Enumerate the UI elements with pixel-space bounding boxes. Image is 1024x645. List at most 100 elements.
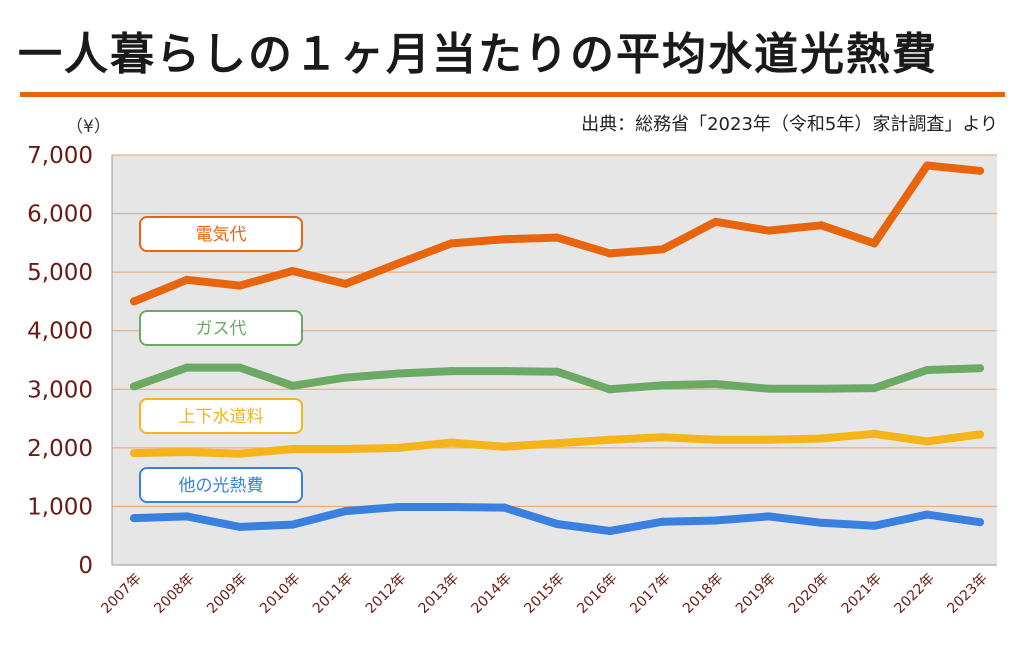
x-tick-label: 2011年 [310, 571, 356, 617]
x-tick-label: 2016年 [574, 571, 620, 617]
data-point [764, 384, 773, 393]
data-point [447, 438, 456, 447]
data-point [394, 259, 403, 268]
y-tick-label: 3,000 [27, 377, 93, 403]
data-point [235, 281, 244, 290]
data-point [447, 367, 456, 376]
data-point [130, 297, 138, 306]
x-tick-label: 2012年 [363, 571, 409, 617]
x-tick-label: 2020年 [786, 571, 832, 617]
data-point [553, 367, 561, 376]
x-tick-label: 2023年 [944, 571, 990, 617]
data-point [817, 384, 826, 393]
data-point [870, 239, 879, 248]
data-point [923, 437, 932, 446]
data-point [500, 367, 509, 376]
data-point [182, 275, 191, 284]
data-point [500, 503, 509, 512]
data-point [447, 503, 456, 512]
x-tick-label: 2021年 [839, 571, 885, 617]
data-point [658, 381, 667, 390]
data-point [817, 434, 826, 443]
x-tick-label: 2014年 [469, 571, 515, 617]
data-point [658, 245, 667, 254]
y-tick-label: 0 [78, 553, 93, 579]
y-tick-label: 4,000 [27, 319, 93, 345]
data-point [553, 439, 561, 448]
data-point [976, 518, 984, 527]
title-underline [20, 92, 1005, 97]
data-point [605, 249, 614, 258]
data-point [447, 239, 456, 248]
y-tick-label: 1,000 [27, 494, 93, 520]
y-tick-label: 5,000 [27, 260, 93, 286]
legend-label: 上下水道料 [179, 407, 264, 427]
data-point [711, 516, 720, 525]
data-point [130, 514, 138, 523]
source-note: 出典：総務省「2023年（令和5年）家計調査」より [581, 114, 998, 135]
x-tick-label: 2019年 [733, 571, 779, 617]
legend-box [139, 310, 303, 346]
data-point [605, 385, 614, 394]
y-tick-label: 2,000 [27, 436, 93, 462]
legend-label: 電気代 [196, 225, 247, 245]
data-point [711, 217, 720, 226]
data-point [764, 512, 773, 521]
data-point [341, 373, 350, 382]
data-point [288, 266, 297, 275]
data-point [341, 445, 350, 454]
x-tick-label: 2018年 [680, 571, 726, 617]
data-point [605, 527, 614, 536]
data-point [394, 443, 403, 452]
data-point [288, 381, 297, 390]
data-point [976, 364, 984, 373]
y-unit-label: （¥） [66, 117, 111, 137]
legend-box [139, 398, 303, 434]
data-point [553, 520, 561, 528]
data-point [394, 369, 403, 378]
data-point [817, 221, 826, 230]
data-point [658, 517, 667, 526]
legend-box [139, 467, 303, 503]
data-point [870, 384, 879, 393]
y-tick-label: 6,000 [27, 202, 93, 228]
legend-label: ガス代 [196, 319, 247, 339]
x-tick-label: 2015年 [521, 571, 567, 617]
data-point [235, 522, 244, 531]
data-point [235, 363, 244, 372]
data-point [711, 435, 720, 444]
x-tick-label: 2017年 [627, 571, 673, 617]
data-point [394, 503, 403, 512]
data-point [923, 365, 932, 374]
data-point [288, 445, 297, 454]
data-point [976, 430, 984, 439]
data-point [182, 512, 191, 521]
data-point [553, 233, 561, 242]
data-point [711, 380, 720, 389]
data-point [764, 435, 773, 444]
legend-box [139, 216, 303, 252]
x-tick-label: 2022年 [892, 571, 938, 617]
chart-title: 一人暮らしの１ヶ月当たりの平均水道光熱費 [18, 29, 938, 80]
data-point [817, 518, 826, 527]
legend-label: 他の光熱費 [179, 476, 264, 496]
x-tick-label: 2009年 [204, 571, 250, 617]
data-point [130, 382, 138, 391]
data-point [500, 235, 509, 244]
data-point [182, 363, 191, 372]
data-point [341, 279, 350, 288]
x-tick-label: 2013年 [416, 571, 462, 617]
data-point [870, 521, 879, 530]
x-tick-label: 2008年 [151, 571, 197, 617]
data-point [658, 433, 667, 442]
y-tick-label: 7,000 [27, 143, 93, 169]
data-point [923, 161, 932, 170]
data-point [500, 442, 509, 451]
data-point [870, 429, 879, 438]
x-tick-label: 2007年 [98, 571, 144, 617]
x-tick-label: 2010年 [257, 571, 303, 617]
data-point [764, 226, 773, 235]
data-point [605, 435, 614, 444]
data-point [923, 510, 932, 519]
